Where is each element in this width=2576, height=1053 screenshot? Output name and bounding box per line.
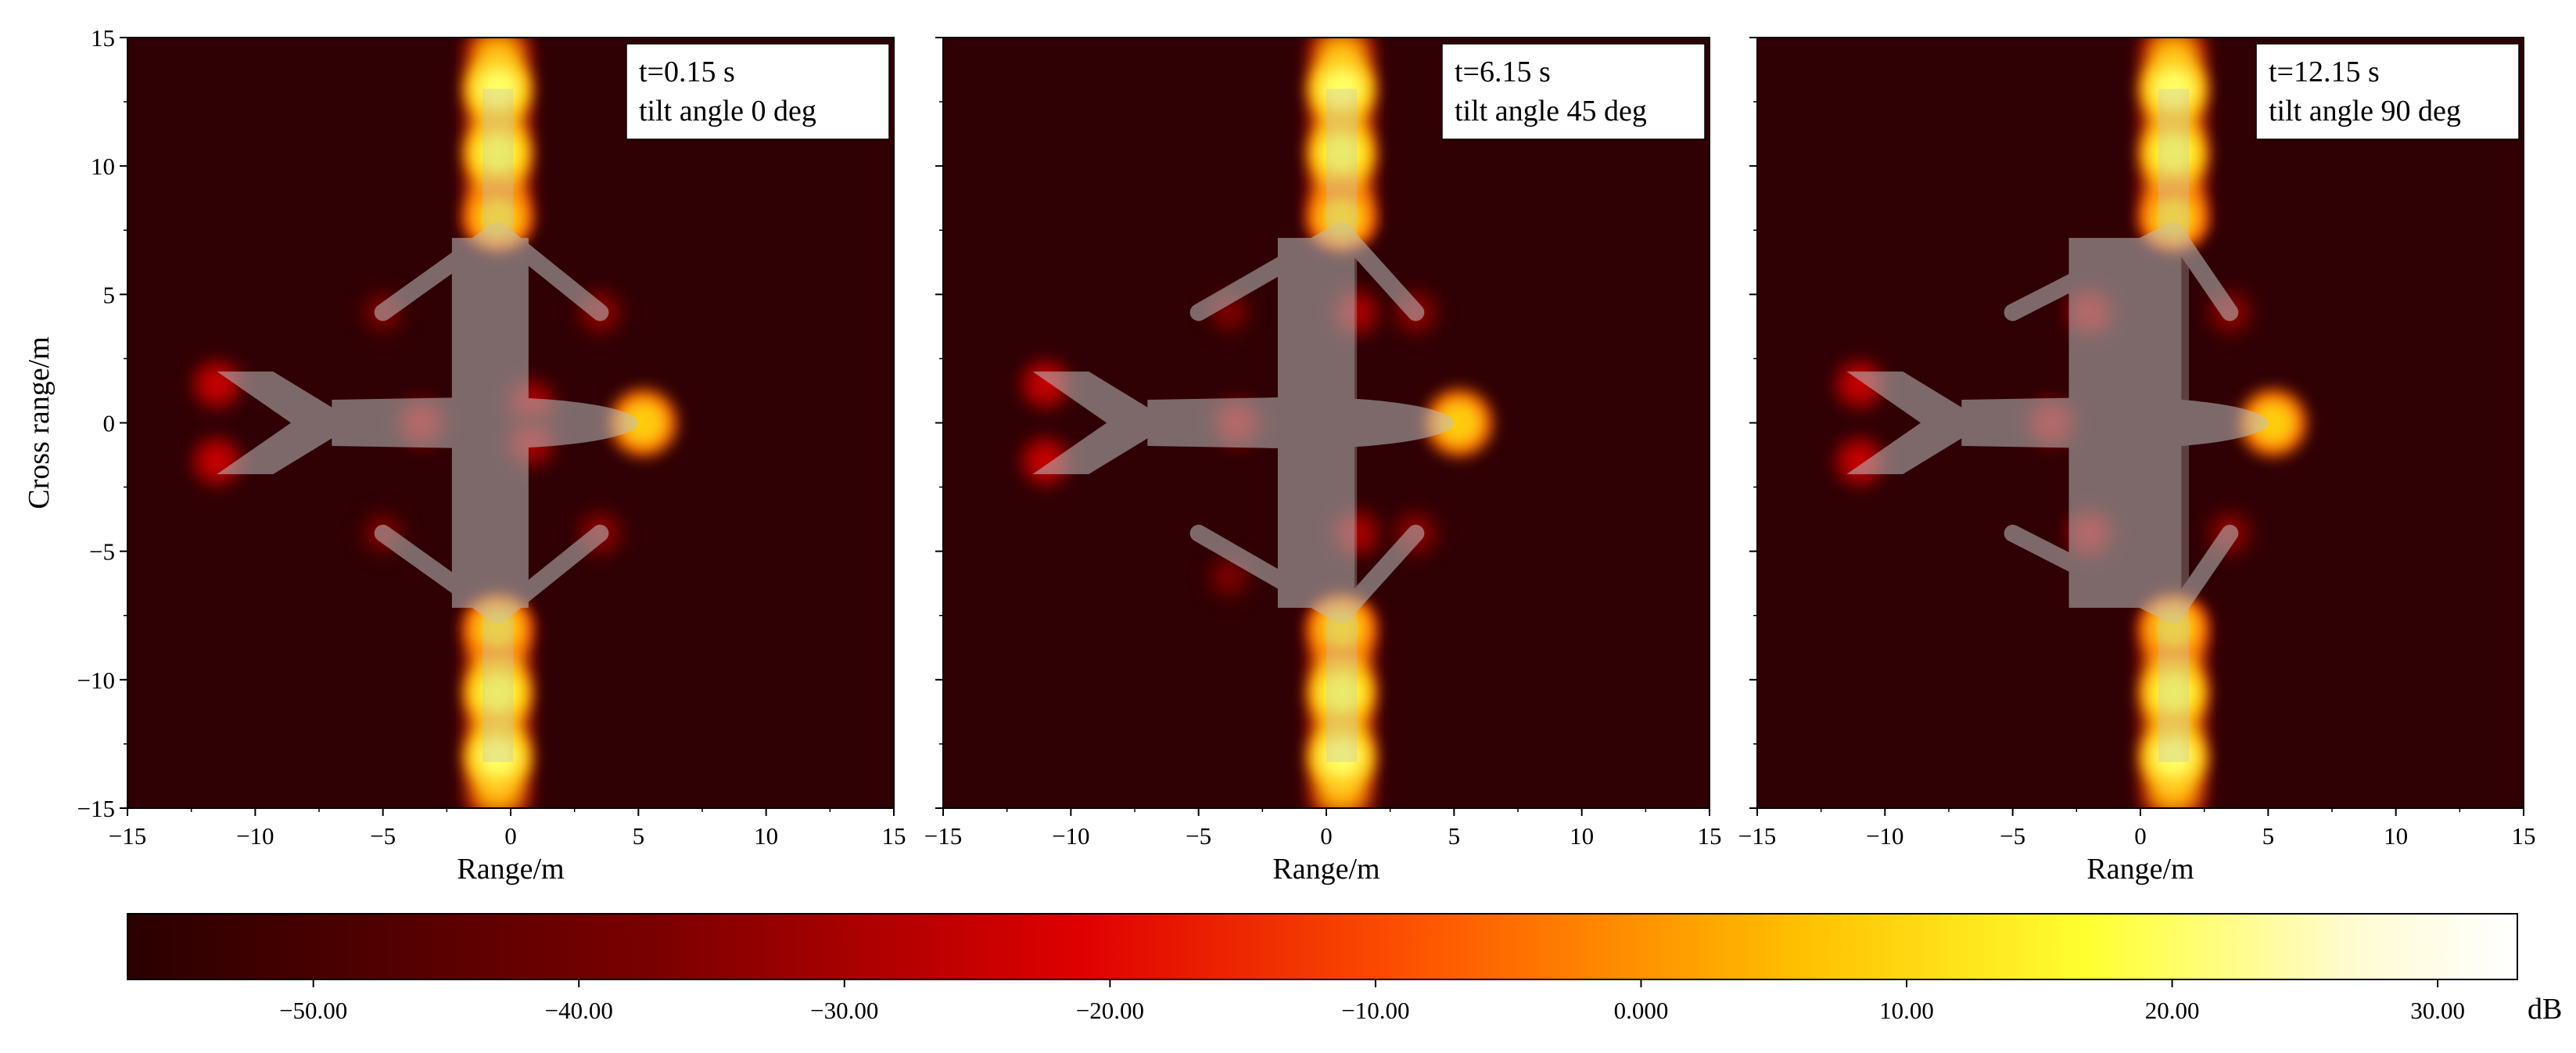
x-tick-label: 15 bbox=[882, 822, 906, 850]
scatterer-point bbox=[474, 669, 522, 717]
scatterer-point bbox=[2150, 65, 2197, 113]
y-tick-label: −10 bbox=[77, 667, 115, 694]
rotor-blade-shape bbox=[489, 221, 609, 322]
tail-boom-shape bbox=[1147, 397, 1301, 449]
colorbar-gradient bbox=[127, 913, 2518, 980]
x-tick-label: 10 bbox=[754, 822, 778, 850]
scatterer-point bbox=[1435, 399, 1483, 447]
annotation-box: t=12.15 s tilt angle 90 deg bbox=[2255, 43, 2520, 140]
rotor-blade-shape bbox=[1189, 524, 1351, 624]
x-tick-label: 5 bbox=[2262, 822, 2275, 850]
colorbar-tick-label: −40.00 bbox=[545, 997, 613, 1024]
x-tick-label: 5 bbox=[633, 822, 645, 850]
v-tail-shape bbox=[1846, 371, 1975, 475]
x-tick-label: −15 bbox=[109, 822, 146, 850]
y-tick-label: 0 bbox=[103, 410, 116, 437]
y-tick-label: −5 bbox=[89, 538, 115, 566]
scatterer-point bbox=[1318, 129, 1365, 177]
x-tick-label: 10 bbox=[1570, 822, 1594, 850]
v-tail-shape bbox=[217, 371, 345, 475]
annotation-text: tilt angle 90 deg bbox=[2269, 95, 2461, 128]
scatterer-point bbox=[2249, 399, 2297, 447]
rotor-blade-shape bbox=[1189, 221, 1351, 322]
colorbar-tick-label: 20.00 bbox=[2145, 997, 2200, 1024]
scatterer-point bbox=[1318, 733, 1365, 781]
colorbar-tick-label: −20.00 bbox=[1076, 997, 1144, 1024]
tail-boom-shape bbox=[1961, 397, 2115, 449]
colorbar-tick-label: −50.00 bbox=[279, 997, 347, 1024]
x-tick-label: −15 bbox=[924, 822, 962, 850]
x-tick-label: 5 bbox=[1448, 822, 1461, 850]
rotor-blade-shape bbox=[374, 524, 507, 624]
x-tick-label: 0 bbox=[2134, 822, 2147, 850]
colorbar-tick-label: −30.00 bbox=[810, 997, 878, 1024]
x-tick-label: 10 bbox=[2384, 822, 2408, 850]
scatterer-point bbox=[2150, 129, 2197, 177]
annotation-text: t=12.15 s bbox=[2269, 56, 2380, 88]
rotor-blade-shape bbox=[2004, 221, 2183, 322]
x-tick-label: −15 bbox=[1738, 822, 1776, 850]
scatterer-point bbox=[1211, 559, 1247, 595]
annotation-text: tilt angle 0 deg bbox=[639, 95, 816, 128]
aircraft-silhouette bbox=[1846, 88, 2269, 762]
rotor-blade-shape bbox=[1333, 221, 1425, 322]
x-tick-label: 0 bbox=[504, 822, 517, 850]
tail-boom-shape bbox=[332, 397, 486, 449]
colorbar: −50.00 −40.00 −30.00 −20.00 −10.00 0.000 10.00… bbox=[127, 913, 2562, 1026]
heatmap-panel: t=6.15 s tilt angle 45 deg −15 −10 −5 0 5 10 15 R… bbox=[924, 37, 1722, 886]
heatmap-panel: t=0.15 s tilt angle 0 deg −15 −10 −5 0 5 10 15 −1… bbox=[23, 24, 906, 886]
x-tick-label: −10 bbox=[1052, 822, 1089, 850]
x-tick-label: −5 bbox=[1186, 822, 1211, 850]
colorbar-tick-label: 0.000 bbox=[1614, 997, 1669, 1024]
colorbar-tick-label: 30.00 bbox=[2410, 997, 2465, 1024]
x-axis-label: Range/m bbox=[2086, 853, 2194, 886]
scatterer-point bbox=[1318, 669, 1365, 717]
y-tick-label: 15 bbox=[91, 24, 115, 52]
x-tick-label: 15 bbox=[2512, 822, 2536, 850]
scatterer-point bbox=[2150, 669, 2197, 717]
rotor-blade-shape bbox=[374, 221, 507, 322]
y-tick-label: 10 bbox=[91, 153, 115, 180]
annotation-text: t=6.15 s bbox=[1455, 56, 1551, 88]
annotation-box: t=6.15 s tilt angle 45 deg bbox=[1441, 43, 1706, 140]
y-tick-label: −15 bbox=[77, 795, 115, 822]
annotation-text: t=0.15 s bbox=[639, 56, 735, 88]
x-tick-label: 15 bbox=[1698, 822, 1722, 850]
scatterer-point bbox=[1318, 65, 1365, 113]
x-tick-label: −5 bbox=[2000, 822, 2025, 850]
rotor-blade-shape bbox=[2165, 221, 2239, 322]
annotation-box: t=0.15 s tilt angle 0 deg bbox=[626, 43, 890, 140]
scatterer-point bbox=[474, 65, 522, 113]
x-axis-label: Range/m bbox=[1272, 853, 1379, 886]
y-tick-label: 5 bbox=[103, 281, 116, 308]
x-tick-label: −10 bbox=[236, 822, 274, 850]
rotor-blade-shape bbox=[2004, 524, 2183, 624]
scatterer-point bbox=[474, 129, 522, 177]
x-tick-label: 0 bbox=[1320, 822, 1333, 850]
x-axis-label: Range/m bbox=[457, 853, 564, 886]
rotor-blade-shape bbox=[1333, 524, 1425, 624]
x-tick-label: −5 bbox=[370, 822, 396, 850]
scatterer-point bbox=[619, 399, 667, 447]
colorbar-tick-label: −10.00 bbox=[1341, 997, 1409, 1024]
x-tick-label: −10 bbox=[1866, 822, 1903, 850]
colorbar-unit: dB bbox=[2528, 993, 2562, 1026]
y-axis-label: Cross range/m bbox=[23, 336, 56, 509]
scatterer-point bbox=[2150, 733, 2197, 781]
aircraft-silhouette bbox=[1032, 88, 1455, 762]
scatterer-point bbox=[474, 733, 522, 781]
v-tail-shape bbox=[1032, 371, 1161, 475]
rotor-blade-shape bbox=[489, 524, 609, 624]
heatmap-panel: t=12.15 s tilt angle 90 deg −15 −10 −5 0 5 10 15… bbox=[1738, 37, 2536, 886]
annotation-text: tilt angle 45 deg bbox=[1455, 95, 1647, 128]
aircraft-silhouette bbox=[217, 88, 639, 762]
colorbar-tick-label: 10.00 bbox=[1879, 997, 1934, 1024]
rotor-blade-shape bbox=[2165, 524, 2239, 624]
